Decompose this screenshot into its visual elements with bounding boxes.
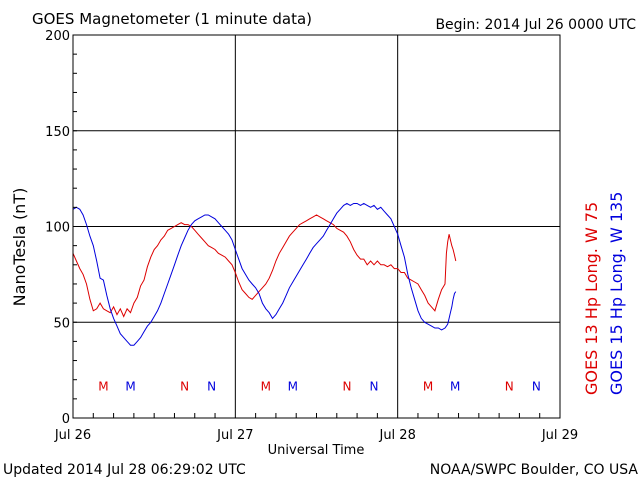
y-tick-label: 200	[45, 29, 70, 44]
marker-n: N	[207, 379, 216, 393]
source-credit: NOAA/SWPC Boulder, CO USA	[430, 462, 639, 478]
series-line-1	[72, 214, 457, 318]
marker-n: N	[342, 379, 351, 393]
marker-m: M	[423, 379, 433, 393]
x-tick-label: Jul 28	[378, 428, 415, 443]
marker-n: N	[505, 379, 514, 393]
x-tick-label: Jul 26	[54, 428, 91, 443]
legend-goes13: GOES 13 Hp Long. W 75	[582, 202, 601, 395]
marker-n: N	[180, 379, 189, 393]
chart-title: GOES Magnetometer (1 minute data)	[32, 10, 312, 28]
x-tick-label: Jul 27	[216, 428, 253, 443]
axis-ticks: 0 50 100 150 200 Jul 26 Jul 27 Jul 28 Jul 29	[45, 29, 578, 443]
updated-timestamp: Updated 2014 Jul 28 06:29:02 UTC	[3, 462, 246, 478]
marker-m: M	[125, 379, 135, 393]
x-tick-label: Jul 29	[541, 428, 578, 443]
marker-n: N	[532, 379, 541, 393]
marker-m: M	[98, 379, 108, 393]
marker-m: M	[261, 379, 271, 393]
marker-m: M	[450, 379, 460, 393]
series-lines	[72, 202, 457, 346]
begin-label: Begin: 2014 Jul 26 0000 UTC	[435, 17, 636, 33]
y-tick-label: 150	[45, 125, 70, 140]
y-tick-label: 50	[53, 316, 70, 331]
legend-goes15: GOES 15 Hp Long. W 135	[607, 192, 626, 395]
y-axis-label: NanoTesla (nT)	[10, 188, 29, 307]
x-axis-label: Universal Time	[268, 443, 365, 458]
marker-m: M	[288, 379, 298, 393]
y-tick-label: 100	[45, 221, 70, 236]
y-tick-label: 0	[62, 412, 70, 427]
grid	[73, 35, 560, 418]
marker-n: N	[370, 379, 379, 393]
series-line-2	[72, 202, 457, 346]
